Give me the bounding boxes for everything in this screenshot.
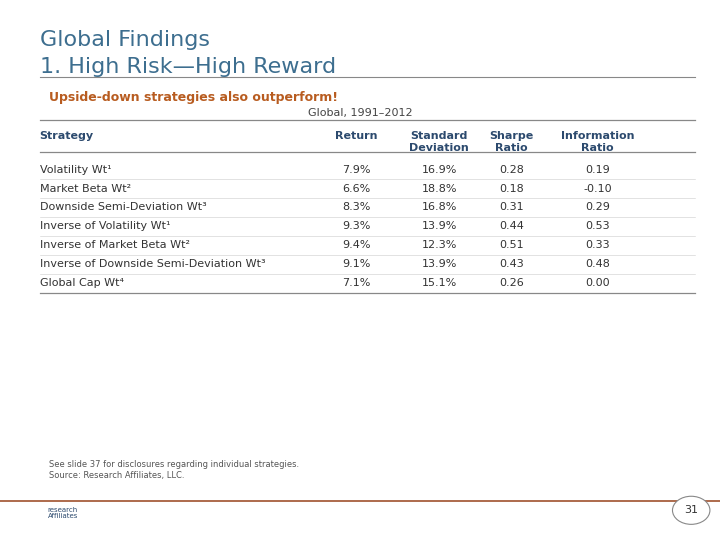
Text: Sharpe: Sharpe xyxy=(489,131,534,141)
Text: 18.8%: 18.8% xyxy=(421,184,457,194)
Text: 0.51: 0.51 xyxy=(499,240,523,251)
Text: 8.3%: 8.3% xyxy=(342,202,371,213)
Text: 16.9%: 16.9% xyxy=(421,165,457,175)
Text: Upside-down strategies also outperform!: Upside-down strategies also outperform! xyxy=(49,91,338,104)
Text: Inverse of Downside Semi-Deviation Wt³: Inverse of Downside Semi-Deviation Wt³ xyxy=(40,259,265,269)
Text: 9.3%: 9.3% xyxy=(342,221,371,232)
Text: Strategy: Strategy xyxy=(40,131,94,141)
Text: research
Affiliates: research Affiliates xyxy=(48,507,78,519)
Polygon shape xyxy=(29,509,42,523)
Text: 31: 31 xyxy=(684,505,698,515)
Text: Return: Return xyxy=(335,131,378,141)
Text: 0.00: 0.00 xyxy=(585,278,610,288)
Text: 0.44: 0.44 xyxy=(499,221,523,232)
Text: Global, 1991–2012: Global, 1991–2012 xyxy=(307,108,413,118)
Text: 1. High Risk—High Reward: 1. High Risk—High Reward xyxy=(40,57,336,77)
Text: See slide 37 for disclosures regarding individual strategies.: See slide 37 for disclosures regarding i… xyxy=(49,460,299,469)
Text: 0.18: 0.18 xyxy=(499,184,523,194)
Text: 7.1%: 7.1% xyxy=(342,278,371,288)
Text: 0.26: 0.26 xyxy=(499,278,523,288)
Text: 6.6%: 6.6% xyxy=(342,184,371,194)
Text: 13.9%: 13.9% xyxy=(421,259,457,269)
Text: 0.53: 0.53 xyxy=(585,221,610,232)
Text: 0.19: 0.19 xyxy=(585,165,610,175)
Text: 0.28: 0.28 xyxy=(499,165,523,175)
Text: Ratio: Ratio xyxy=(581,143,614,153)
Text: Information: Information xyxy=(561,131,634,141)
Text: 9.4%: 9.4% xyxy=(342,240,371,251)
Text: Inverse of Volatility Wt¹: Inverse of Volatility Wt¹ xyxy=(40,221,170,232)
Text: 16.8%: 16.8% xyxy=(421,202,457,213)
Text: Source: Research Affiliates, LLC.: Source: Research Affiliates, LLC. xyxy=(49,471,184,480)
Text: 9.1%: 9.1% xyxy=(342,259,371,269)
Text: Ratio: Ratio xyxy=(495,143,528,153)
Text: Global Cap Wt⁴: Global Cap Wt⁴ xyxy=(40,278,124,288)
Text: 0.48: 0.48 xyxy=(585,259,610,269)
Text: Standard: Standard xyxy=(410,131,468,141)
Text: 0.33: 0.33 xyxy=(585,240,610,251)
Text: 13.9%: 13.9% xyxy=(421,221,457,232)
Text: 0.29: 0.29 xyxy=(585,202,610,213)
Text: 12.3%: 12.3% xyxy=(421,240,457,251)
Text: 15.1%: 15.1% xyxy=(422,278,456,288)
Text: -0.10: -0.10 xyxy=(583,184,612,194)
Text: Downside Semi-Deviation Wt³: Downside Semi-Deviation Wt³ xyxy=(40,202,207,213)
Text: Volatility Wt¹: Volatility Wt¹ xyxy=(40,165,111,175)
Text: Inverse of Market Beta Wt²: Inverse of Market Beta Wt² xyxy=(40,240,189,251)
Text: Global Findings: Global Findings xyxy=(40,30,210,50)
Text: Deviation: Deviation xyxy=(410,143,469,153)
Text: Market Beta Wt²: Market Beta Wt² xyxy=(40,184,131,194)
Text: 7.9%: 7.9% xyxy=(342,165,371,175)
Text: 0.43: 0.43 xyxy=(499,259,523,269)
Text: 0.31: 0.31 xyxy=(499,202,523,213)
